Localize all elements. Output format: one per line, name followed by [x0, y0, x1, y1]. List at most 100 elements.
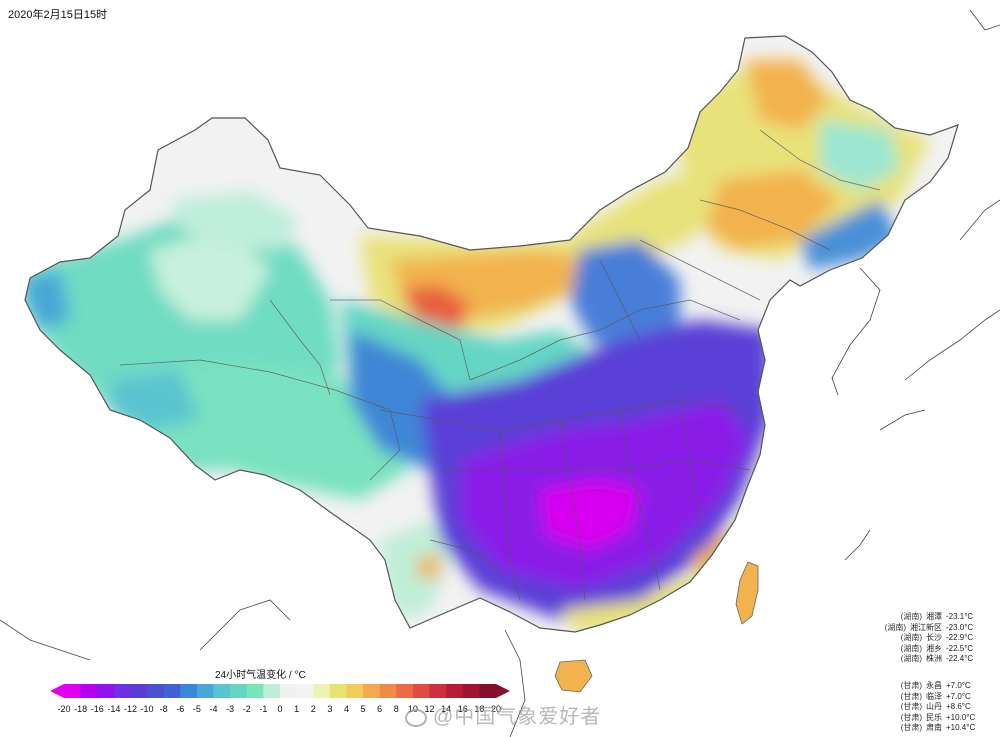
- legend-swatch: [80, 684, 98, 698]
- legend-arrow-right: [496, 684, 510, 698]
- station-province: (湖南): [900, 643, 922, 653]
- taiwan-island: [735, 561, 759, 625]
- station-province: (甘肃): [900, 681, 922, 690]
- station-value: +10.4°C: [946, 723, 976, 732]
- station-name: 民乐: [926, 712, 942, 722]
- station-value: -22.4°C: [946, 654, 974, 663]
- legend-swatch: [213, 684, 231, 698]
- legend-swatch: [429, 684, 447, 698]
- legend-tick-label: 16: [457, 704, 468, 714]
- station-province: (湖南): [884, 622, 906, 632]
- legend-arrow-left: [50, 684, 64, 698]
- station-province: (甘肃): [900, 712, 922, 722]
- legend-swatch: [97, 684, 115, 698]
- station-row: (甘肃) 永昌 +7.0°C: [840, 681, 990, 692]
- cold-stations-list: (湖南) 湘潭 -23.1°C (湖南) 湘江新区 -23.0°C (湖南) 长沙 -22.9°…: [840, 612, 990, 665]
- legend-swatch: [196, 684, 215, 698]
- legend-title: 24小时气温变化 / °C: [215, 670, 306, 681]
- station-row: (湖南) 湘乡 -22.5°C: [840, 644, 990, 655]
- legend-swatch: [363, 684, 381, 698]
- station-row: (湖南) 株洲 -22.4°C: [840, 654, 990, 665]
- legend-tick-label: -14: [107, 704, 121, 714]
- station-value: -23.1°C: [946, 612, 974, 621]
- station-province: (湖南): [900, 612, 922, 621]
- legend-tick-label: -18: [74, 704, 88, 714]
- legend-tick-label: -10: [140, 704, 154, 714]
- legend-tick-label: 18: [474, 704, 485, 714]
- legend-tick-label: 1: [294, 704, 300, 714]
- legend-swatch: [147, 684, 165, 698]
- legend-tick-label: -2: [242, 704, 251, 714]
- legend-swatch: [446, 684, 464, 698]
- legend-color-bar: [50, 684, 510, 698]
- station-value: +10.0°C: [946, 712, 976, 722]
- legend-swatch: [479, 684, 497, 698]
- station-row: (湖南) 长沙 -22.9°C: [840, 633, 990, 644]
- hunan-magenta-core: [540, 480, 640, 550]
- legend-swatch: [462, 684, 480, 698]
- station-value: +8.6°C: [946, 702, 971, 711]
- legend-tick-label: -20: [57, 704, 71, 714]
- legend-tick-label: 3: [327, 704, 333, 714]
- station-value: +7.0°C: [946, 691, 971, 701]
- station-row: (甘肃) 肃南 +10.4°C: [840, 723, 990, 734]
- legend-swatch: [379, 684, 397, 698]
- station-name: 长沙: [926, 633, 942, 642]
- legend-tick-label: 8: [393, 704, 399, 714]
- station-value: +7.0°C: [946, 681, 971, 690]
- northeast-orange-2: [745, 60, 830, 130]
- legend-tick-label: 6: [377, 704, 383, 714]
- legend-swatch: [412, 684, 431, 698]
- legend-tick-label: 12: [424, 704, 435, 714]
- yunnan-orange-spot: [418, 556, 440, 578]
- station-row: (甘肃) 山丹 +8.6°C: [840, 702, 990, 713]
- legend-tick-label: -12: [123, 704, 137, 714]
- station-row: (甘肃) 临泽 +7.0°C: [840, 692, 990, 703]
- legend-tick-label: 4: [343, 704, 349, 714]
- station-row: (湖南) 湘潭 -23.1°C: [840, 612, 990, 623]
- station-row: (甘肃) 民乐 +10.0°C: [840, 713, 990, 724]
- legend-swatch: [113, 684, 131, 698]
- legend-tick-label: -3: [226, 704, 235, 714]
- north-china-blue: [570, 240, 680, 360]
- legend-swatch: [163, 684, 181, 698]
- legend-tick-label: -5: [192, 704, 201, 714]
- station-province: (甘肃): [900, 723, 922, 732]
- station-name: 永昌: [926, 681, 942, 690]
- tibet-blue-zone: [110, 370, 200, 430]
- province-boundaries: [119, 129, 881, 601]
- legend-swatch: [396, 684, 414, 698]
- light-swirl: [150, 230, 270, 320]
- northeast-light: [820, 120, 900, 190]
- watermark: @中国气象爱好者: [405, 700, 601, 729]
- station-row: (湖南) 湘江新区 -23.0°C: [840, 623, 990, 634]
- legend-swatch: [346, 684, 364, 698]
- watermark-text: @中国气象爱好者: [433, 706, 602, 728]
- station-value: -22.5°C: [946, 643, 974, 653]
- legend-tick-label: 5: [360, 704, 366, 714]
- weibo-icon: [405, 708, 427, 727]
- legend-swatch: [296, 684, 314, 698]
- station-province: (甘肃): [900, 702, 922, 711]
- west-blue-edge: [25, 270, 70, 330]
- legend-tick-label: -4: [209, 704, 218, 714]
- northeast-orange: [705, 170, 840, 250]
- legend-tick-label: -16: [90, 704, 104, 714]
- legend-swatch: [280, 684, 298, 698]
- station-value: -22.9°C: [946, 633, 974, 642]
- station-name: 湘乡: [926, 643, 942, 653]
- legend-swatch: [64, 684, 82, 698]
- hainan-island: [554, 659, 593, 693]
- legend-tick-label: -6: [176, 704, 185, 714]
- legend-tick-label: 0: [277, 704, 283, 714]
- legend-swatch: [180, 684, 198, 698]
- yunnan-light: [380, 520, 450, 620]
- legend-tick-label: -8: [159, 704, 168, 714]
- north-xinjiang-light: [170, 190, 300, 250]
- legend-swatch: [246, 684, 264, 698]
- legend-tick-label: 14: [441, 704, 452, 714]
- station-name: 株洲: [926, 654, 942, 663]
- station-province: (甘肃): [900, 691, 922, 701]
- station-province: (湖南): [900, 654, 922, 663]
- legend-tick-label: -1: [259, 704, 268, 714]
